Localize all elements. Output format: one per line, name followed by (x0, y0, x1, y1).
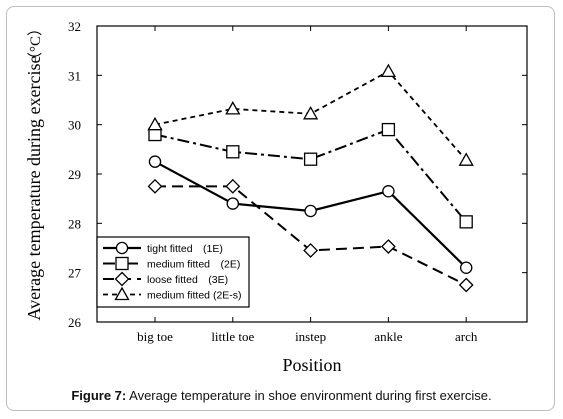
data-point-triangle (225, 101, 241, 115)
data-point-circle (382, 185, 395, 198)
caption-text: Average temperature in shoe environment … (129, 388, 492, 403)
y-tick-label: 28 (68, 216, 81, 231)
x-tick-label: little toe (211, 329, 254, 344)
legend-label: tight fitted (1E) (147, 243, 223, 255)
y-tick-label: 26 (68, 315, 82, 330)
y-tick-label: 27 (68, 266, 82, 281)
x-tick-label: big toe (137, 329, 173, 344)
data-point-triangle (147, 116, 163, 131)
data-point-square (459, 215, 473, 229)
legend-marker-circle (115, 241, 129, 255)
data-point-triangle (302, 105, 319, 120)
x-tick-label: ankle (374, 329, 402, 344)
data-point-square (303, 152, 318, 166)
data-point-diamond (458, 277, 474, 293)
y-tick-label: 29 (68, 167, 81, 182)
data-point-triangle (458, 152, 474, 166)
data-point-circle (459, 261, 473, 274)
data-point-circle (148, 155, 162, 168)
data-point-diamond (147, 178, 163, 194)
data-point-square (381, 122, 396, 137)
legend-marker-square (115, 256, 129, 271)
x-axis-title: Position (282, 355, 341, 375)
y-tick-label: 30 (68, 118, 81, 133)
y-axis-unit: （°C） (27, 21, 44, 67)
series-line-square (154, 128, 467, 223)
x-tick-label: instep (295, 329, 326, 344)
data-point-circle (226, 197, 240, 210)
data-point-diamond (303, 243, 319, 258)
data-point-circle (304, 204, 317, 218)
data-point-square (148, 127, 162, 142)
caption-label: Figure 7: (71, 388, 127, 403)
line-chart: 26 27 28 29 30 31 32 big toe little toe instep ank… (24, 19, 528, 375)
legend-label: medium fitted (2E-s) (147, 290, 242, 302)
data-point-triangle (380, 63, 397, 78)
x-tick-label: arch (455, 329, 478, 344)
y-tick-label: 31 (68, 68, 81, 83)
y-axis-title: Average temperature during exercise (24, 55, 44, 320)
y-tick-label: 32 (68, 19, 81, 34)
data-point-diamond (380, 239, 396, 254)
figure-caption: Figure 7: Average temperature in shoe en… (0, 388, 563, 403)
data-point-square (226, 145, 240, 159)
legend-label: loose fitted (3E) (147, 274, 228, 286)
legend-marker-triangle (114, 286, 130, 301)
legend-marker-diamond (114, 271, 130, 287)
data-point-diamond (225, 178, 241, 194)
legend-label: medium fitted (2E) (147, 259, 240, 271)
